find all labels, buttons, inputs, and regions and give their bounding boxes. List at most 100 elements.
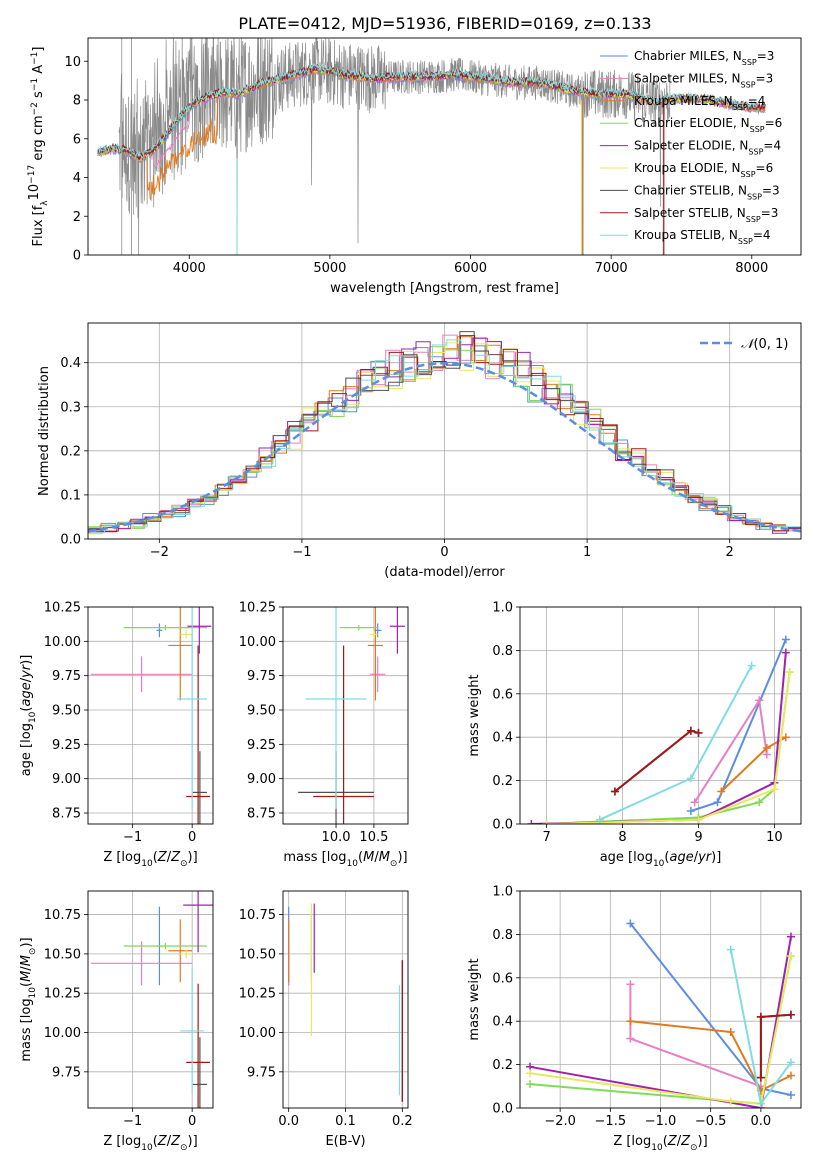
weight-marker	[786, 1058, 795, 1067]
figure-title: PLATE=0412, MJD=51936, FIBERID=0169, z=0…	[238, 14, 651, 33]
y-tick-label: 0.6	[492, 971, 513, 986]
y-axis-label: age [log10(age/yr)]	[19, 655, 38, 777]
errorbar-plot-area	[90, 891, 213, 1108]
weight-series	[527, 648, 790, 824]
y-tick-label: 9.75	[52, 1065, 81, 1080]
weight-marker	[626, 980, 635, 989]
weight-marker	[755, 696, 764, 705]
x-tick-label: −2.0	[544, 1114, 576, 1129]
y-tick-label: 10.25	[44, 987, 81, 1002]
weight-line	[629, 984, 762, 1088]
axes-frame	[87, 606, 214, 825]
mass-vs-metallicity-panel: −1 0 9.75 10.00 10.25 10.50 10.75 Z [log10(Z/Z⊙…	[19, 890, 214, 1153]
weight-series	[610, 726, 703, 796]
errorbar-point	[370, 656, 386, 693]
errorbar-point	[123, 942, 208, 950]
errorbar-point	[367, 607, 383, 701]
x-tick-label: −1.0	[645, 1114, 677, 1129]
normal-reference-curve	[88, 361, 801, 533]
weight-marker	[686, 726, 695, 735]
weight-marker	[686, 806, 695, 815]
y-tick-label: 9.75	[247, 669, 276, 684]
weight-marker	[770, 785, 779, 794]
x-axis-label: Z [log10(Z/Z⊙)]	[103, 1134, 197, 1153]
weight-series	[756, 1010, 795, 1082]
y-tick-label: 0	[73, 249, 81, 264]
x-tick-label: 7	[542, 830, 550, 845]
x-axis-label: Z [log10(Z/Z⊙)]	[613, 1134, 707, 1153]
weight-line	[529, 936, 792, 1108]
errorbar-plot-area	[288, 903, 403, 1102]
y-tick-label: 1.0	[492, 601, 513, 616]
errorbar-point	[305, 607, 367, 809]
x-tick-label: −2	[150, 545, 169, 560]
weight-marker	[786, 932, 795, 941]
y-tick-label: 0.3	[60, 400, 81, 415]
weight-series	[726, 945, 795, 1108]
weight-series	[717, 733, 790, 796]
y-tick-label: 10.25	[239, 987, 276, 1002]
errorbar-point	[313, 645, 374, 824]
y-tick-label: 10.25	[239, 601, 276, 616]
weight-marker	[694, 728, 703, 737]
residual-histogram-panel: −2 −1 0 1 2 0.0 0.1 0.2 0.3 0.4 (data-model)/error…	[37, 322, 802, 580]
y-tick-label: 0.4	[492, 731, 513, 746]
spectrum-panel: 4000 5000 6000 7000 8000 0 2 4 6 8 10 wavelength [A…	[27, 37, 802, 296]
legend-label: Salpeter ELODIE, NSSP=4	[634, 139, 781, 157]
y-axis-label: Flux [fλ10−17 erg cm−2 s−1 A−1]	[27, 47, 50, 247]
x-tick-label: −1.5	[595, 1114, 627, 1129]
errorbar-plot-area	[298, 607, 405, 824]
legend-label: Salpeter MILES, NSSP=3	[634, 71, 773, 89]
x-axis-label: Z [log10(Z/Z⊙)]	[103, 850, 197, 869]
y-tick-label: 10.00	[44, 635, 81, 650]
weight-marker	[717, 787, 726, 796]
x-tick-label: 5000	[313, 261, 346, 276]
x-axis-label: age [log10(age/yr)]	[600, 850, 722, 869]
y-tick-label: 0.6	[492, 687, 513, 702]
axes-frame	[87, 890, 214, 1109]
weight-marker	[786, 1071, 795, 1080]
weight-marker	[526, 1069, 535, 1078]
weight-marker	[747, 661, 756, 670]
y-tick-label: 0.4	[492, 1015, 513, 1030]
weight-series	[595, 661, 756, 824]
weight-marker	[756, 1099, 765, 1108]
weight-marker	[781, 648, 790, 657]
y-tick-label: 9.50	[247, 704, 276, 719]
y-tick-label: 6	[73, 132, 81, 147]
x-tick-label: 10.5	[359, 830, 388, 845]
weight-line	[614, 729, 699, 793]
y-tick-label: 0.0	[492, 818, 513, 833]
weight-marker	[610, 787, 619, 796]
errorbar-point	[180, 968, 205, 1094]
histogram-step	[88, 342, 801, 535]
weight-marker	[786, 1090, 795, 1099]
x-tick-label: −1	[123, 1114, 142, 1129]
y-tick-label: 10.50	[239, 947, 276, 962]
histogram-step	[89, 331, 801, 532]
age-vs-metallicity-panel: −1 0 8.75 9.00 9.25 9.50 9.75 10.00 10.25 Z [log1…	[19, 601, 214, 869]
errorbar-plot-area	[90, 607, 212, 824]
y-tick-label: 8.75	[52, 807, 81, 822]
errorbar-point	[123, 624, 208, 631]
x-axis-label: E(B-V)	[325, 1134, 365, 1149]
x-tick-label: 8000	[735, 261, 768, 276]
y-tick-label: 0.8	[492, 928, 513, 943]
legend-label: Kroupa ELODIE, NSSP=6	[634, 161, 773, 179]
weight-marker	[781, 733, 790, 742]
weight-plot-area	[527, 635, 794, 824]
y-tick-label: 10.75	[44, 908, 81, 923]
weight-marker	[786, 952, 795, 961]
weight-marker	[726, 1097, 735, 1106]
x-tick-label: 7000	[595, 261, 628, 276]
y-tick-label: 8	[73, 94, 81, 109]
axes-frame	[87, 37, 802, 256]
y-tick-label: 0.2	[492, 1058, 513, 1073]
y-tick-label: 0.2	[492, 774, 513, 789]
x-axis-label: (data-model)/error	[384, 565, 505, 580]
spectrum-plot-area	[97, 38, 766, 255]
x-tick-label: 0.1	[335, 1114, 356, 1129]
y-axis-label: mass weight	[467, 958, 482, 1040]
legend-label: Chabrier ELODIE, NSSP=6	[634, 116, 782, 134]
